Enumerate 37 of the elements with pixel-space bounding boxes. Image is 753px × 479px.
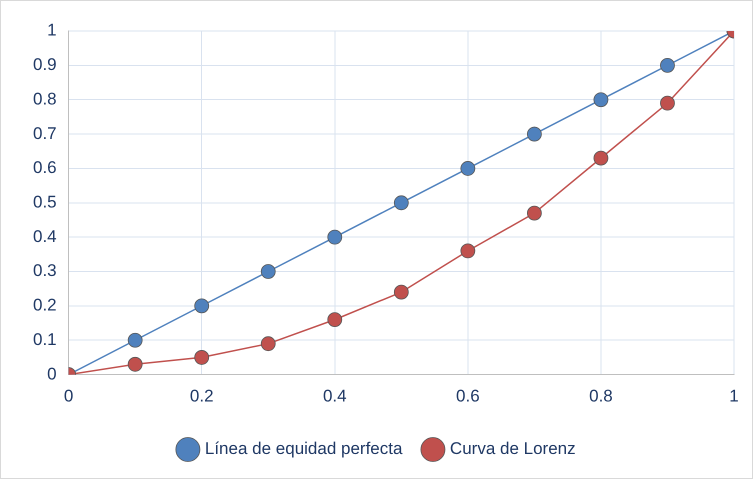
point — [526, 206, 542, 221]
y-tick-label: 0.6 — [32, 158, 57, 178]
point — [327, 312, 342, 328]
point — [394, 195, 409, 210]
y-tick-label: 0.4 — [32, 226, 57, 246]
y-tick-label: 1 — [47, 20, 57, 40]
y-tick-label: 0.2 — [32, 296, 57, 315]
y-tick-label: 0.7 — [32, 124, 57, 143]
point — [128, 332, 143, 348]
point — [128, 356, 143, 372]
point — [526, 126, 542, 142]
y-tick-label: 0.3 — [32, 261, 57, 280]
y-tick-label: 0.1 — [32, 330, 57, 349]
point — [327, 230, 342, 245]
y-tick-label: 0.8 — [32, 89, 57, 108]
y-tick-label: 0.9 — [32, 55, 57, 74]
point — [260, 336, 276, 352]
x-tick-label: 0.6 — [456, 386, 480, 406]
point — [594, 92, 608, 108]
point — [594, 150, 608, 166]
point — [460, 244, 476, 258]
point — [460, 161, 476, 176]
point — [660, 58, 675, 73]
y-tick-label: 0 — [47, 364, 57, 384]
point — [194, 350, 210, 365]
point — [260, 264, 276, 279]
point — [660, 96, 675, 111]
point — [194, 298, 210, 314]
x-tick-label: 0.8 — [589, 386, 613, 406]
x-tick-label: 0.4 — [322, 386, 347, 406]
x-tick-label: 0.2 — [190, 386, 214, 406]
x-tick-label: 1 — [729, 386, 739, 406]
x-tick-label: 0 — [64, 386, 74, 406]
legend-label: Curva de Lorenz — [450, 439, 576, 458]
y-tick-label: 0.5 — [32, 192, 57, 212]
point — [394, 284, 409, 300]
legend-label: Línea de equidad perfecta — [204, 439, 403, 458]
